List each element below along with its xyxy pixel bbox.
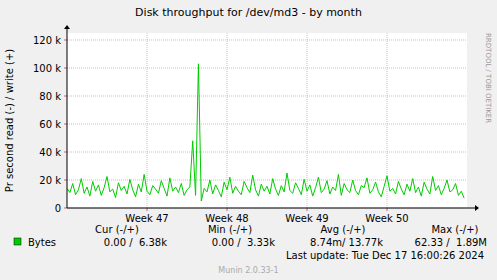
summary-header: Avg (-/+) — [321, 224, 366, 235]
grid-line — [67, 68, 467, 69]
grid-line — [387, 33, 388, 208]
summary-header: Cur (-/+) — [95, 224, 139, 235]
tick-label: 20 k — [39, 175, 61, 186]
tick-label: Week 49 — [285, 213, 328, 224]
tick-label: 40 k — [39, 147, 61, 158]
tick-label: 100 k — [33, 63, 61, 74]
x-axis — [67, 208, 475, 209]
y-axis — [67, 29, 68, 208]
tick-label: 120 k — [33, 35, 61, 46]
summary-value: 8.74m/ 13.77k — [310, 237, 383, 248]
tick-label: Week 50 — [365, 213, 408, 224]
legend-swatch — [14, 238, 21, 245]
grid-line — [227, 33, 228, 208]
tick-label: 80 k — [39, 91, 61, 102]
data-group — [67, 64, 464, 201]
y-axis-arrow — [64, 25, 70, 29]
background — [0, 0, 497, 280]
tick-label: Week 48 — [205, 213, 248, 224]
y-axis-label: Pr second read (-) / write (+) — [4, 49, 15, 192]
grid-line — [67, 96, 467, 97]
summary-value: 62.33 / 1.89M — [415, 237, 487, 248]
grid-line — [67, 180, 467, 181]
footer: Last update: Tue Dec 17 16:00:26 2024 — [286, 250, 484, 261]
tick-label: Week 47 — [125, 213, 168, 224]
side-text: RRDTOOL / TOBI OETIKER — [484, 33, 492, 123]
tick-label: 0 — [55, 203, 61, 214]
legend-label: Bytes — [28, 237, 56, 248]
summary-value: 0.00 / 3.33k — [212, 237, 275, 248]
chart: Disk throughput for /dev/md3 - by month P… — [0, 0, 497, 280]
grid-line — [67, 124, 467, 125]
grid-line — [307, 33, 308, 208]
title: Disk throughput for /dev/md3 - by month — [135, 6, 362, 19]
tick-label: 60 k — [39, 119, 61, 130]
series-line — [67, 64, 464, 201]
summary-header: Min (-/+) — [208, 224, 252, 235]
grid-line — [67, 152, 467, 153]
x-axis-arrow — [475, 205, 479, 211]
credit: Munin 2.0.33-1 — [218, 266, 278, 275]
grid-line — [147, 33, 148, 208]
grid-line — [67, 40, 467, 41]
summary-header: Max (-/+) — [431, 224, 478, 235]
plot-area — [67, 33, 467, 208]
summary-value: 0.00 / 6.38k — [104, 237, 167, 248]
